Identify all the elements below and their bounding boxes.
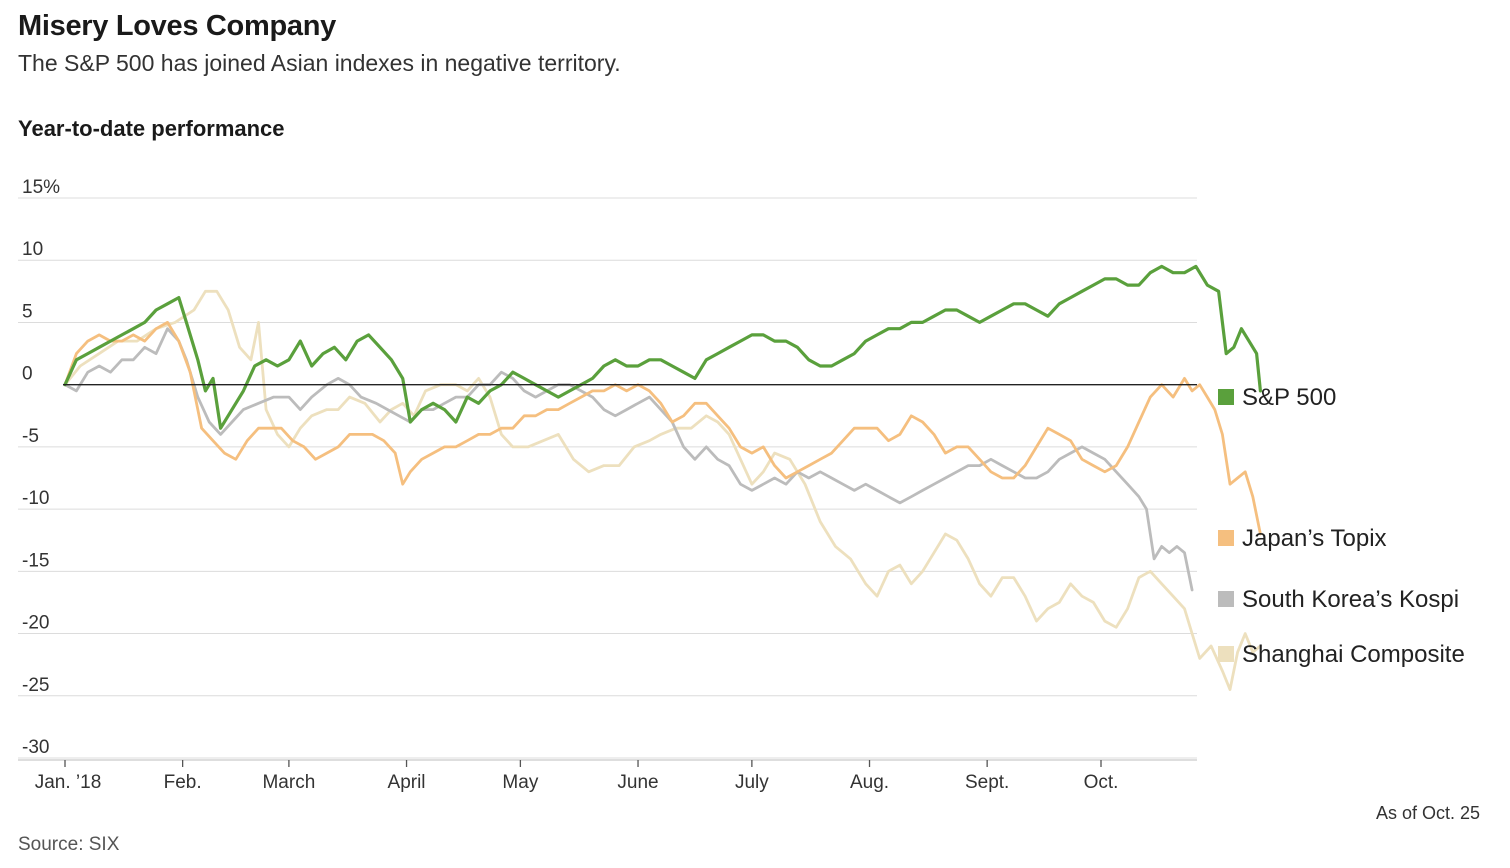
y-axis-ticks: 15% 10 5 0 -5 -10 -15 -20 -25 -30	[22, 177, 60, 758]
series-line-shanghai-composite	[63, 289, 1262, 691]
legend-label-topix: Japan’s Topix	[1242, 525, 1387, 552]
y-tick-label: -25	[22, 675, 49, 696]
panel-title: Year-to-date performance	[18, 116, 285, 141]
y-tick-label: -30	[22, 737, 49, 758]
x-tick-label: July	[735, 772, 769, 793]
x-tick-label: May	[502, 772, 538, 793]
grid-lines	[18, 197, 1197, 759]
legend-label-kospi: South Korea’s Kospi	[1242, 586, 1459, 613]
x-tick-label: April	[388, 772, 426, 793]
legend-swatch-topix	[1218, 530, 1234, 546]
legend-swatch-shanghai	[1218, 646, 1234, 662]
legend-label-sp500: S&P 500	[1242, 384, 1336, 411]
x-tick-label: June	[617, 772, 658, 793]
x-tick-label: Oct.	[1084, 772, 1119, 793]
legend: S&P 500 Japan’s Topix South Korea’s Kosp…	[1218, 384, 1465, 668]
y-tick-label: -15	[22, 550, 49, 571]
y-tick-label: -10	[22, 488, 49, 509]
series-line-south-korea-s-kospi	[63, 327, 1194, 592]
y-tick-label: -5	[22, 426, 39, 447]
source-note: Source: SIX	[18, 834, 120, 855]
chart-title: Misery Loves Company	[18, 10, 336, 42]
x-tick-label: Aug.	[850, 772, 889, 793]
legend-swatch-kospi	[1218, 591, 1234, 607]
legend-label-shanghai: Shanghai Composite	[1242, 641, 1465, 668]
x-tick-label: Feb.	[164, 772, 202, 793]
series-line-japan-s-topix	[63, 320, 1262, 536]
x-axis-ticks: Jan. ’18 Feb. March April May June July Aug. Sep…	[18, 759, 1197, 793]
y-tick-label: 15%	[22, 177, 60, 198]
y-tick-label: -20	[22, 613, 49, 634]
chart-subtitle: The S&P 500 has joined Asian indexes in …	[18, 50, 621, 76]
as-of-note: As of Oct. 25	[1375, 803, 1480, 823]
y-tick-label: 0	[22, 364, 33, 385]
series-line-s-p-500	[63, 264, 1263, 430]
legend-swatch-sp500	[1218, 389, 1234, 405]
series-lines	[63, 264, 1263, 691]
y-tick-label: 10	[22, 239, 43, 260]
y-tick-label: 5	[22, 301, 33, 322]
x-tick-label: Sept.	[965, 772, 1009, 793]
x-tick-label: Jan. ’18	[35, 772, 102, 793]
x-tick-label: March	[262, 772, 315, 793]
